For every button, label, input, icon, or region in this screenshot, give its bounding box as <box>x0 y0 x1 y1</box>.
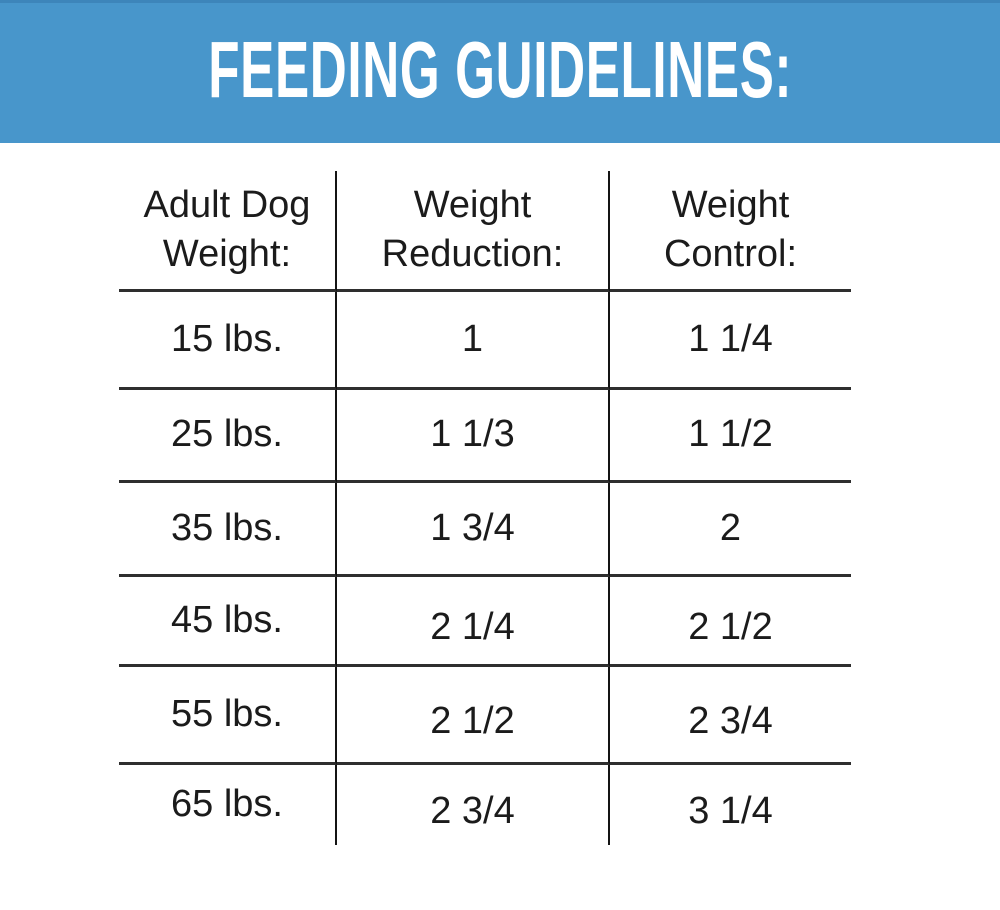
column-header-weight-control: Weight Control: <box>610 171 851 292</box>
reduction-cell: 2 1/4 <box>337 577 610 667</box>
reduction-cell: 1 3/4 <box>337 483 610 577</box>
column-header-label: Weight Reduction: <box>381 183 564 275</box>
control-cell: 2 1/2 <box>610 577 851 667</box>
weight-cell: 55 lbs. <box>119 667 337 765</box>
weight-cell: 15 lbs. <box>119 292 337 390</box>
column-header-label: Adult Dog Weight: <box>143 183 311 275</box>
reduction-cell: 1 1/3 <box>337 390 610 483</box>
control-cell: 1 1/2 <box>610 390 851 483</box>
column-header-label: Weight Control: <box>663 183 798 275</box>
column-header-adult-dog-weight: Adult Dog Weight: <box>119 171 337 292</box>
weight-cell: 65 lbs. <box>119 765 337 845</box>
banner: FEEDING GUIDELINES: <box>0 0 1000 143</box>
control-cell: 3 1/4 <box>688 790 773 833</box>
control-cell: 2 3/4 <box>610 667 851 765</box>
reduction-cell: 2 3/4 <box>337 765 610 845</box>
weight-cell: 25 lbs. <box>119 390 337 483</box>
control-cell: 2 <box>610 483 851 577</box>
feeding-table: Adult Dog Weight: Weight Reduction: Weig… <box>119 171 851 845</box>
reduction-cell: 1 <box>337 292 610 390</box>
control-cell: 1 1/4 <box>610 292 851 390</box>
reduction-cell: 2 1/2 <box>337 667 610 765</box>
page-title: FEEDING GUIDELINES: <box>208 25 792 114</box>
weight-cell: 45 lbs. <box>119 577 337 667</box>
weight-cell: 35 lbs. <box>119 483 337 577</box>
column-header-weight-reduction: Weight Reduction: <box>337 171 610 292</box>
